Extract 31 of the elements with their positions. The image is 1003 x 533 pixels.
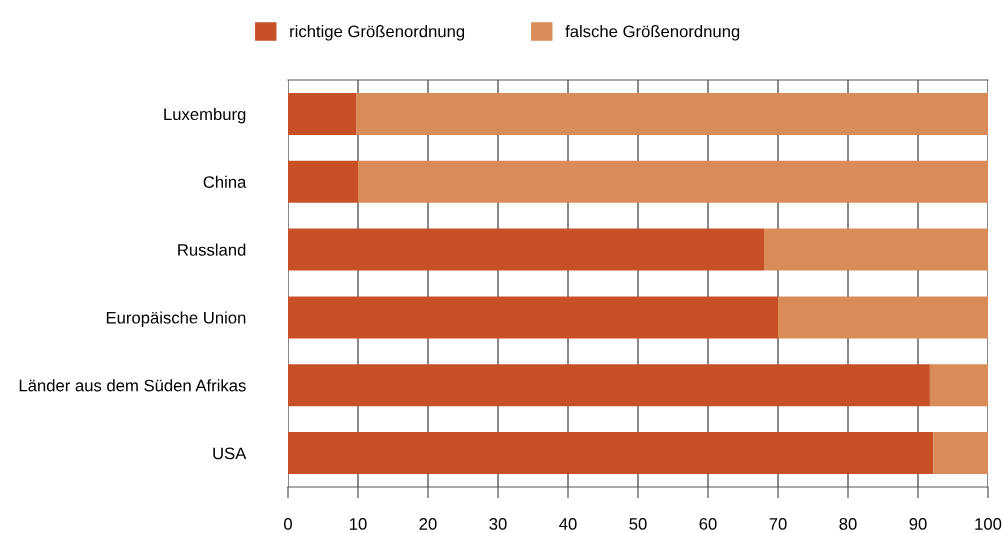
y-tick-label: Luxemburg	[164, 107, 246, 124]
x-tick-label: 30	[489, 518, 507, 530]
x-tick-label: 40	[559, 518, 577, 530]
bar	[288, 160, 358, 203]
y-tick-label: USA	[213, 447, 247, 460]
bar	[288, 92, 357, 135]
bar	[929, 364, 988, 407]
bar	[288, 228, 764, 271]
x-tick-label: 60	[699, 518, 717, 530]
bar	[778, 296, 988, 339]
y-tick-label: Russland	[178, 243, 246, 256]
y-tick-label: Länder aus dem Süden Afrikas	[19, 379, 246, 392]
x-tick-label: 20	[419, 518, 437, 530]
x-tick-label: 90	[909, 518, 927, 530]
bar	[288, 296, 778, 339]
x-tick-label: 70	[769, 518, 787, 530]
legend-label: richtige Größenordnung	[290, 25, 465, 41]
x-tick-label: 50	[629, 518, 647, 530]
legend-label: falsche Größenordnung	[565, 25, 740, 41]
x-tick-label: 0	[284, 518, 292, 530]
bar	[356, 92, 988, 135]
bar	[358, 160, 988, 203]
x-tick-label: 10	[350, 518, 367, 530]
x-tick-label: 80	[839, 518, 857, 530]
bar	[288, 432, 934, 475]
bar	[288, 364, 930, 407]
bar	[933, 432, 988, 475]
y-tick-label: Europäische Union	[106, 311, 246, 327]
x-tick-label: 100	[975, 518, 1002, 530]
y-tick-label: China	[203, 175, 247, 188]
bar	[764, 228, 988, 271]
